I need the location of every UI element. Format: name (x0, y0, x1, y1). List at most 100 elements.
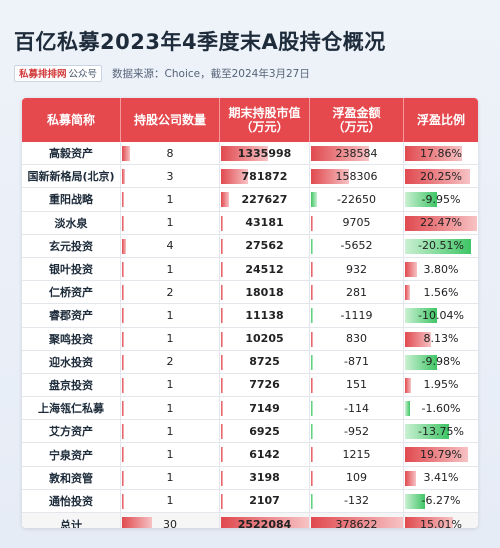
market-value-text: 10205 (245, 332, 284, 346)
ratio-bar (405, 192, 437, 208)
floating-profit-text: 932 (346, 262, 367, 276)
profit-bar (311, 377, 313, 393)
profit-ratio-text: -6.27% (421, 494, 461, 508)
profit-ratio: 20.25% (404, 165, 478, 187)
floating-profit: 158306 (310, 165, 404, 188)
profit-ratio-text: 1.56% (423, 285, 459, 299)
profit-ratio: -9.95% (404, 188, 478, 210)
profit-ratio-text: 20.25% (420, 169, 462, 183)
floating-profit: 151 (310, 373, 404, 397)
profit-ratio: 3.41% (404, 467, 478, 489)
ratio-bar (405, 493, 426, 509)
profit-ratio-text: 19.79% (420, 448, 462, 462)
fund-name: 淡水泉 (22, 211, 121, 234)
profit-bar (311, 146, 369, 161)
count-bar (122, 169, 125, 185)
value-bar (221, 470, 223, 486)
ratio-bar (405, 447, 469, 463)
profit-ratio: 8.13% (404, 328, 478, 350)
floating-profit-text: 378622 (335, 518, 378, 528)
ratio-bar (405, 238, 471, 254)
profit-ratio-text: 3.41% (423, 471, 459, 485)
floating-profit-text: 830 (346, 332, 367, 346)
value-bar (221, 192, 229, 208)
profit-bar (311, 424, 313, 440)
value-bar (221, 238, 223, 254)
floating-profit-text: -22650 (337, 192, 376, 206)
market-value-text: 11138 (245, 308, 284, 322)
market-value: 7149 (220, 397, 310, 420)
table-row: 高毅资产 8 1335998 238584 17.86% (22, 142, 478, 166)
value-bar (221, 447, 223, 463)
holding-count-text: 1 (166, 192, 174, 206)
profit-ratio-text: 1.95% (423, 378, 459, 392)
market-value: 6925 (220, 420, 310, 443)
value-bar (221, 146, 268, 161)
floating-profit-text: 158306 (335, 169, 378, 183)
profit-ratio-text: -9.98% (421, 355, 461, 369)
market-value: 2522084 (220, 513, 310, 528)
profit-bar (311, 354, 313, 370)
floating-profit: 109 (310, 466, 404, 489)
table-row: 迎水投资 2 8725 -871 -9.98% (22, 350, 478, 374)
profit-ratio: 19.79% (404, 443, 478, 465)
count-bar (122, 331, 124, 347)
profit-bar (311, 331, 313, 347)
ratio-bar (405, 377, 412, 393)
ratio-bar (405, 215, 477, 231)
fund-name: 通怡投资 (22, 489, 121, 512)
profit-ratio: -1.60% (404, 397, 478, 419)
market-value-text: 27562 (245, 239, 284, 253)
value-bar (221, 308, 223, 324)
market-value: 8725 (220, 350, 310, 373)
fund-name: 艾方资产 (22, 420, 121, 443)
floating-profit-text: -132 (344, 494, 369, 508)
floating-profit: -114 (310, 397, 404, 420)
subtitle-bar: 私募排排网 公众号 数据来源：Choice，截至2024年3月27日 (14, 64, 310, 82)
header-value: 期末持股市值 （万元） (220, 98, 310, 142)
header-ratio: 浮盈比例 (416, 113, 465, 127)
profit-bar (311, 215, 314, 231)
profit-ratio: 1.56% (404, 281, 478, 303)
table-row: 国新新格局(北京) 3 781872 158306 20.25% (22, 165, 478, 189)
profit-ratio-text: -13.75% (418, 424, 464, 438)
table-row: 宁泉资产 1 6142 1215 19.79% (22, 443, 478, 467)
badge-brand: 私募排排网 (19, 69, 67, 80)
floating-profit-text: 151 (346, 378, 367, 392)
market-value-text: 781872 (241, 169, 288, 183)
profit-ratio-text: -10.04% (418, 308, 464, 322)
fund-name: 上海瓴仁私募 (22, 397, 121, 420)
floating-profit-text: 281 (346, 285, 367, 299)
profit-bar (311, 308, 313, 324)
value-bar (221, 424, 223, 440)
market-value: 18018 (220, 281, 310, 304)
market-value: 2107 (220, 489, 310, 512)
holding-count-text: 1 (166, 308, 174, 322)
market-value-text: 3198 (249, 471, 280, 485)
holding-count: 30 (121, 513, 220, 528)
profit-bar (311, 401, 313, 417)
market-value-text: 18018 (245, 285, 284, 299)
count-bar (122, 493, 124, 509)
holding-count-text: 3 (166, 169, 174, 183)
market-value: 6142 (220, 443, 310, 466)
value-bar (221, 401, 223, 417)
fund-name: 仁桥资产 (22, 281, 121, 304)
profit-ratio: 15.01% (404, 513, 478, 528)
profit-bar (311, 238, 313, 254)
floating-profit: -871 (310, 350, 404, 373)
header-name: 私募简称 (22, 98, 121, 142)
profit-bar (311, 261, 313, 277)
table-row: 仁桥资产 2 18018 281 1.56% (22, 281, 478, 305)
value-bar (221, 169, 249, 185)
floating-profit: 932 (310, 257, 404, 281)
count-bar (122, 517, 152, 528)
profit-ratio-text: -1.60% (421, 401, 461, 415)
wechat-account-badge: 私募排排网 公众号 (14, 64, 103, 82)
profit-bar (311, 447, 313, 463)
holding-count-text: 1 (166, 332, 174, 346)
floating-profit-text: -1119 (340, 308, 373, 322)
profit-ratio: 3.80% (404, 258, 478, 280)
holding-count-text: 2 (166, 285, 174, 299)
market-value: 43181 (220, 211, 310, 234)
